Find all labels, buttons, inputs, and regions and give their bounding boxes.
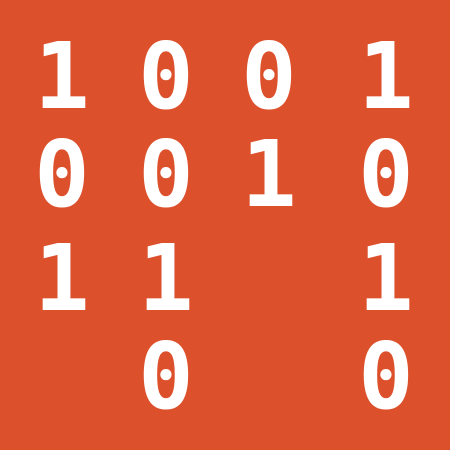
- digit-r2-c2: 0: [138, 121, 194, 228]
- digit-r1-c2: 0: [138, 23, 194, 130]
- digit-r1-c3: 0: [241, 23, 297, 130]
- digit-r3-c4: 1: [358, 225, 414, 332]
- digit-r4-c4: 0: [358, 323, 414, 430]
- digit-r2-c4: 0: [358, 121, 414, 228]
- digit-r3-c3: [224, 233, 314, 325]
- digit-r2-c3: 1: [241, 121, 297, 228]
- digit-r4-c1: [17, 331, 107, 423]
- digit-r4-c3: [224, 331, 314, 423]
- digit-r3-c2: 1: [138, 225, 194, 332]
- digit-r1-c4: 1: [358, 23, 414, 130]
- digit-r1-c1: 1: [34, 23, 90, 130]
- digit-r3-c1: 1: [34, 225, 90, 332]
- digit-r2-c1: 0: [34, 121, 90, 228]
- digit-r4-c2: 0: [138, 323, 194, 430]
